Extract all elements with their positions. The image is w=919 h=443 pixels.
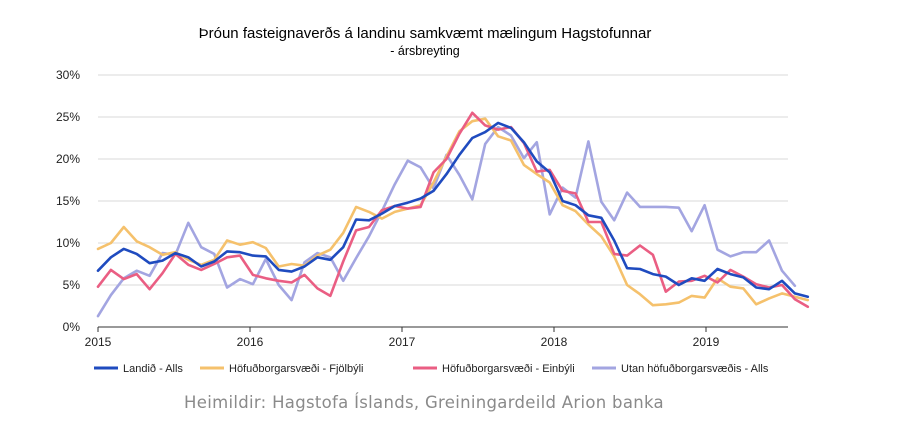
legend-label: Höfuðborgarsvæði - Fjölbýli [229, 363, 364, 375]
chart-title: Þróun fasteignaverðs á landinu samkvæmt … [199, 25, 652, 42]
y-tick-label: 20% [56, 152, 80, 166]
x-tick-label: 2016 [237, 335, 264, 349]
y-tick-label: 25% [56, 110, 80, 124]
x-tick-label: 2015 [85, 335, 112, 349]
y-tick-label: 0% [63, 320, 81, 334]
y-tick-label: 15% [56, 194, 80, 208]
y-tick-label: 10% [56, 236, 80, 250]
legend-label: Utan höfuðborgarsvæðis - Alls [621, 363, 769, 375]
series-line-3 [96, 111, 810, 309]
x-tick-label: 2019 [693, 335, 720, 349]
x-tick-label: 2018 [541, 335, 568, 349]
series-lines [96, 111, 810, 318]
legend-label: Höfuðborgarsvæði - Einbýli [442, 363, 575, 375]
y-tick-label: 5% [63, 278, 81, 292]
x-axis-ticks: 2015 2016 2017 2018 2019 [85, 327, 720, 349]
legend: Landið - Alls Höfuðborgarsvæði - Fjölbýli… [94, 363, 769, 375]
source-note: Heimildir: Hagstofa Íslands, Greiningard… [184, 393, 664, 412]
y-axis-ticks: 0% 5% 10% 15% 20% 25% 30% [56, 68, 80, 334]
gridlines [98, 74, 788, 328]
series-line-1 [96, 121, 810, 299]
chart-subtitle: - ársbreyting [390, 44, 460, 58]
legend-label: Landið - Alls [123, 363, 183, 375]
y-tick-label: 30% [56, 68, 80, 82]
x-tick-label: 2017 [389, 335, 416, 349]
